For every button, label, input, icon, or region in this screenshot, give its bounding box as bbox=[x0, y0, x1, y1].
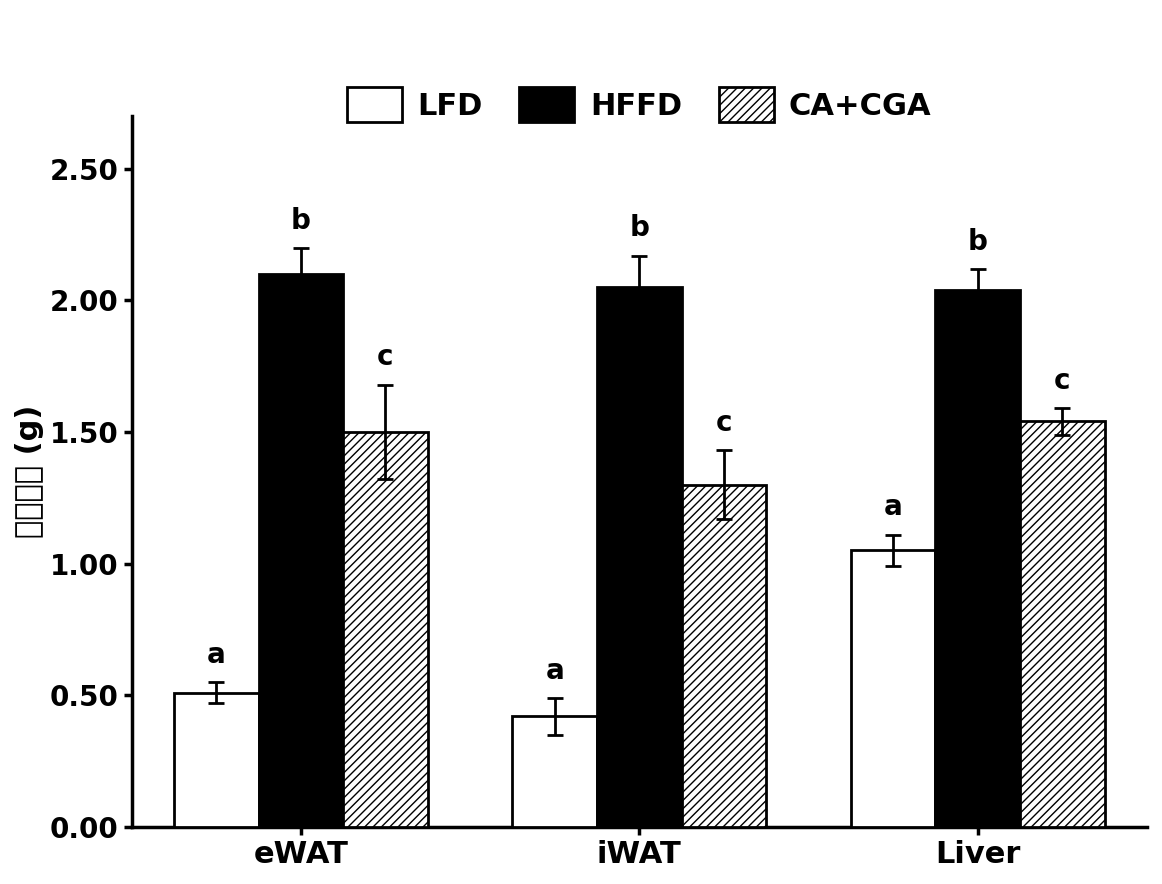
Bar bbox=[935, 290, 1020, 827]
Legend: LFD, HFFD, CA+CGA: LFD, HFFD, CA+CGA bbox=[335, 74, 944, 134]
Bar bbox=[512, 716, 597, 827]
Text: a: a bbox=[884, 493, 903, 522]
Bar bbox=[597, 287, 682, 827]
Text: a: a bbox=[207, 641, 225, 669]
Bar bbox=[682, 484, 766, 827]
Y-axis label: 组织重量 (g): 组织重量 (g) bbox=[15, 405, 44, 538]
Text: b: b bbox=[290, 207, 310, 234]
Bar bbox=[259, 274, 343, 827]
Text: c: c bbox=[716, 409, 732, 438]
Text: c: c bbox=[378, 343, 394, 371]
Text: a: a bbox=[545, 657, 564, 684]
Bar bbox=[1020, 422, 1105, 827]
Bar bbox=[343, 432, 428, 827]
Bar bbox=[174, 692, 259, 827]
Text: c: c bbox=[1054, 367, 1070, 395]
Bar bbox=[851, 551, 935, 827]
Text: b: b bbox=[630, 215, 650, 242]
Text: b: b bbox=[968, 227, 988, 255]
